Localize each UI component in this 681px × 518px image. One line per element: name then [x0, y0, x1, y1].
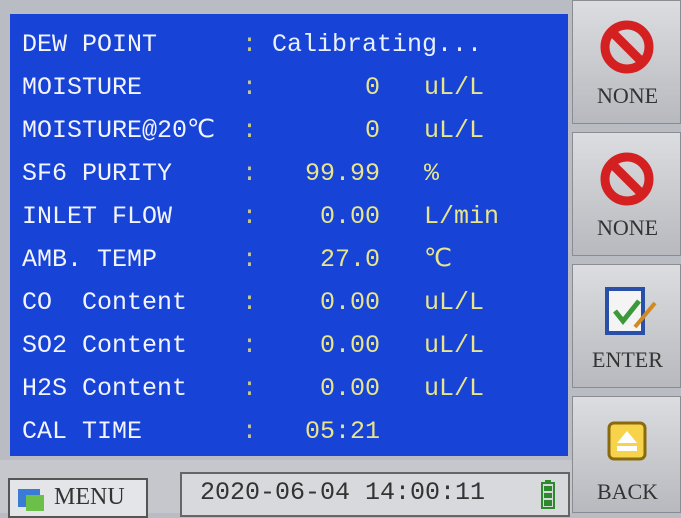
- softkey-icon: [595, 415, 659, 473]
- menu-button[interactable]: MENU: [8, 478, 148, 518]
- reading-label: INLET FLOW: [22, 196, 172, 238]
- reading-label: DEW POINT: [22, 24, 157, 66]
- softkey[interactable]: BACK: [572, 396, 681, 513]
- reading-row: CAL TIME: 05:21: [10, 411, 568, 453]
- datetime: 2020-06-04 14:00:11: [200, 478, 485, 507]
- separator: :: [242, 282, 257, 324]
- reading-value: 0.00: [320, 282, 380, 324]
- reading-row: MOISTURE@20℃: 0 uL/L: [10, 110, 568, 152]
- reading-unit: uL/L: [424, 282, 484, 324]
- softkeys: NONE NONE ENTER BACK: [572, 0, 681, 513]
- reading-row: INLET FLOW: 0.00 L/min: [10, 196, 568, 238]
- softkey[interactable]: NONE: [572, 0, 681, 124]
- reading-unit: uL/L: [424, 325, 484, 367]
- softkey-icon: [595, 151, 659, 209]
- reading-label: SF6 PURITY: [22, 153, 172, 195]
- reading-value: 99.99: [305, 153, 380, 195]
- reading-row: H2S Content: 0.00 uL/L: [10, 368, 568, 410]
- reading-unit: uL/L: [424, 368, 484, 410]
- status-bar: MENU 2020-06-04 14:00:11: [0, 460, 572, 513]
- reading-label: MOISTURE: [22, 67, 142, 109]
- reading-label: CAL TIME: [22, 411, 142, 453]
- softkey-icon: [595, 283, 659, 341]
- separator: :: [242, 110, 257, 152]
- reading-unit: %: [424, 153, 439, 195]
- reading-value: 05:21: [305, 411, 380, 453]
- reading-unit: uL/L: [424, 67, 484, 109]
- reading-label: CO Content: [22, 282, 187, 324]
- screen: DEW POINT:Calibrating...MOISTURE:0uL/LMO…: [0, 0, 681, 513]
- reading-unit: ℃: [424, 239, 452, 281]
- separator: :: [242, 411, 257, 453]
- battery-icon: [540, 480, 556, 510]
- softkey-label: ENTER: [573, 347, 681, 373]
- separator: :: [242, 368, 257, 410]
- separator: :: [242, 153, 257, 195]
- reading-label: AMB. TEMP: [22, 239, 157, 281]
- reading-unit: L/min: [424, 196, 499, 238]
- reading-value: 0.00: [320, 368, 380, 410]
- separator: :: [242, 67, 257, 109]
- reading-label: SO2 Content: [22, 325, 187, 367]
- softkey-icon: [595, 19, 659, 77]
- menu-label: MENU: [54, 484, 125, 511]
- reading-value: 0.00: [320, 325, 380, 367]
- softkey-label: NONE: [573, 83, 681, 109]
- reading-value: 0: [365, 67, 380, 109]
- reading-row: AMB. TEMP: 27.0 ℃: [10, 239, 568, 281]
- reading-row: CO Content: 0.00 uL/L: [10, 282, 568, 324]
- reading-row: SO2 Content: 0.00 uL/L: [10, 325, 568, 367]
- reading-value: 0: [365, 110, 380, 152]
- reading-label: H2S Content: [22, 368, 187, 410]
- reading-row: DEW POINT: Calibrating...: [10, 24, 568, 66]
- softkey-label: BACK: [573, 479, 681, 505]
- softkey-label: NONE: [573, 215, 681, 241]
- softkey[interactable]: ENTER: [572, 264, 681, 388]
- reading-row: SF6 PURITY: 99.99%: [10, 153, 568, 195]
- menu-icon: [16, 485, 46, 513]
- reading-unit: uL/L: [424, 110, 484, 152]
- datetime-box: 2020-06-04 14:00:11: [180, 472, 570, 517]
- separator: :: [242, 24, 257, 66]
- softkey[interactable]: NONE: [572, 132, 681, 256]
- separator: :: [242, 325, 257, 367]
- reading-value: Calibrating...: [272, 24, 482, 66]
- separator: :: [242, 196, 257, 238]
- reading-label: MOISTURE@20℃: [22, 110, 215, 152]
- separator: :: [242, 239, 257, 281]
- reading-row: MOISTURE: 0 uL/L: [10, 67, 568, 109]
- reading-value: 0.00: [320, 196, 380, 238]
- reading-value: 27.0: [320, 239, 380, 281]
